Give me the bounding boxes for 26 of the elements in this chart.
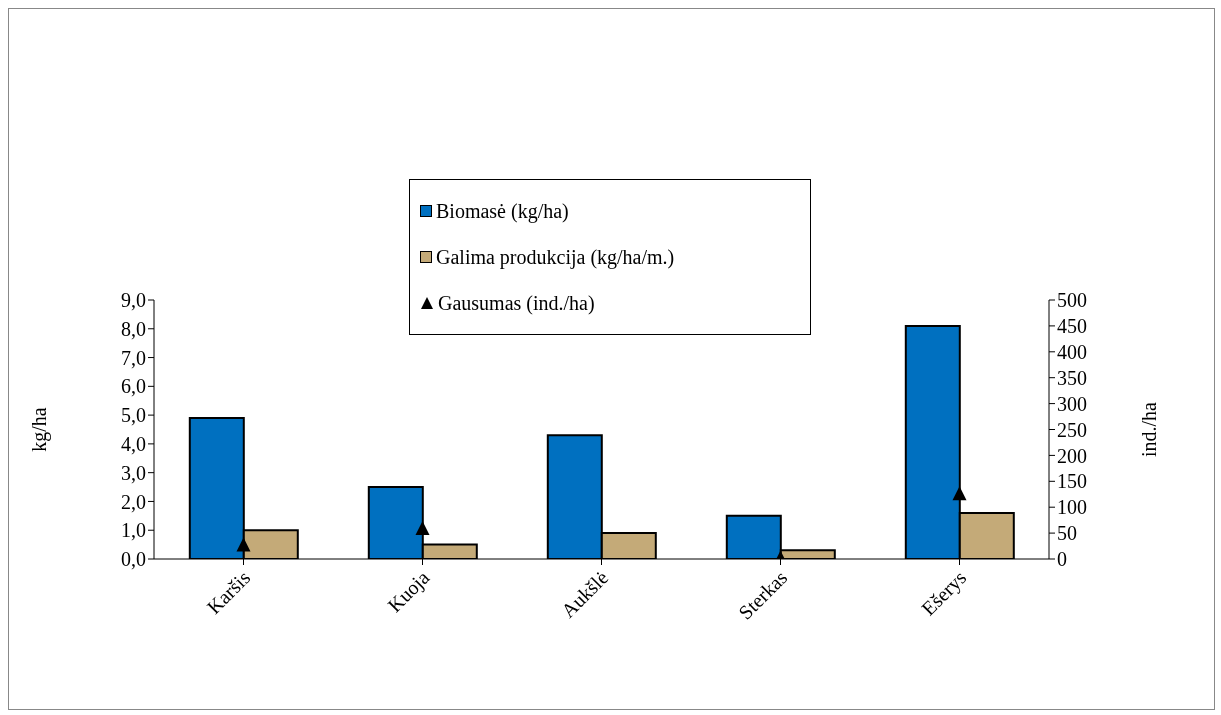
y2-tick-label: 450: [1057, 315, 1087, 337]
y2-tick-label: 500: [1057, 289, 1087, 312]
y-tick-label: 8,0: [121, 317, 146, 340]
y-tick-label: 1,0: [121, 519, 146, 542]
y2-tick-label: 150: [1057, 470, 1087, 493]
y2-axis-title: ind./ha: [1138, 401, 1161, 457]
legend-label: Galima produkcija (kg/ha/m.): [436, 245, 675, 271]
y-tick-label: 6,0: [121, 375, 146, 398]
y2-tick-label: 400: [1057, 340, 1087, 363]
legend-label: Biomasė (kg/ha): [436, 199, 569, 225]
y-tick-label: 9,0: [121, 289, 146, 312]
y2-tick-label: 200: [1057, 444, 1087, 467]
y-axis-title: kg/ha: [28, 407, 52, 452]
y-tick-label: 2,0: [121, 490, 146, 513]
y2-tick-label: 0: [1057, 548, 1067, 571]
legend-label: Gausumas (ind./ha): [438, 291, 595, 316]
y-tick-label: 5,0: [121, 404, 146, 427]
y-tick-label: 7,0: [121, 346, 146, 369]
y-tick-label: 4,0: [121, 432, 146, 455]
y2-tick-label: 50: [1057, 522, 1077, 545]
y-tick-label: 3,0: [121, 461, 146, 484]
y2-tick-label: 350: [1057, 366, 1087, 389]
y2-tick-label: 300: [1057, 392, 1087, 415]
y2-tick-label: 100: [1057, 496, 1087, 519]
y-tick-label: 0,0: [121, 548, 146, 571]
y2-tick-label: 250: [1057, 418, 1087, 441]
